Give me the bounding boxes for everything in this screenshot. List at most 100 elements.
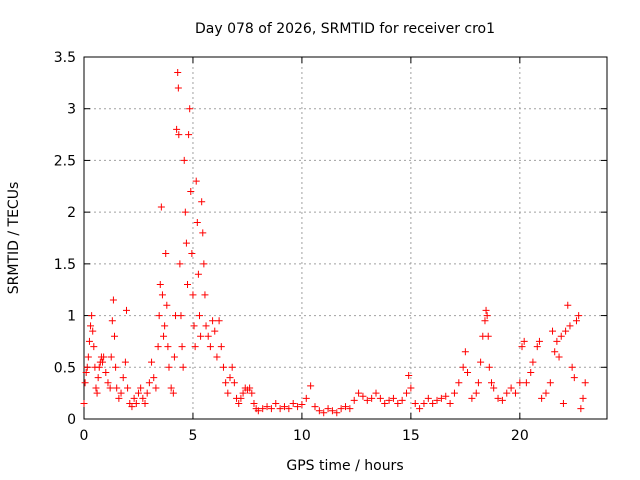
data-point (254, 407, 262, 415)
data-point (193, 218, 201, 226)
data-point (394, 399, 402, 407)
data-point (184, 281, 192, 289)
data-point (289, 399, 297, 407)
y-tick-label: 3.5 (54, 50, 76, 66)
data-point (186, 105, 194, 113)
data-point (559, 399, 567, 407)
data-point (201, 291, 209, 299)
data-point (333, 409, 341, 417)
data-point (156, 281, 164, 289)
data-point (106, 384, 114, 392)
data-point (483, 312, 491, 320)
data-point (154, 343, 162, 351)
data-point (199, 229, 207, 237)
data-point (474, 379, 482, 387)
data-point (403, 389, 411, 397)
data-point (342, 403, 349, 411)
data-point (328, 407, 336, 415)
data-point (464, 368, 472, 376)
y-tick-label: 3 (67, 102, 76, 118)
data-point (568, 363, 576, 371)
data-point (385, 396, 393, 404)
data-point (215, 317, 223, 325)
y-tick-label: 2 (67, 205, 76, 221)
data-point (202, 322, 210, 330)
data-point (416, 405, 424, 413)
data-point (533, 343, 541, 351)
data-point (407, 384, 415, 392)
data-point (555, 353, 563, 361)
data-point (420, 399, 428, 407)
data-point (235, 399, 243, 407)
data-point (579, 394, 587, 402)
data-point (182, 239, 190, 247)
data-point (93, 389, 101, 397)
data-point (157, 203, 165, 211)
data-point (230, 379, 238, 387)
data-point (198, 198, 206, 206)
data-point (108, 317, 116, 325)
data-point (259, 405, 267, 413)
data-point (134, 389, 142, 397)
data-point (405, 372, 413, 380)
data-point (139, 394, 147, 402)
data-point (188, 250, 196, 258)
data-point (498, 396, 506, 404)
data-point (128, 403, 136, 411)
data-point (83, 363, 91, 371)
data-point (477, 358, 485, 366)
data-point (272, 399, 280, 407)
data-point (209, 317, 217, 325)
data-point (511, 389, 519, 397)
data-point (191, 343, 199, 351)
series-srmtid (80, 69, 589, 417)
data-point (174, 69, 182, 77)
data-point (381, 399, 389, 407)
data-point (200, 260, 208, 268)
data-point (107, 353, 115, 361)
data-point (503, 389, 511, 397)
data-point (226, 374, 234, 382)
data-point (178, 343, 186, 351)
data-point (520, 337, 528, 345)
data-point (307, 382, 315, 390)
data-point (298, 401, 306, 409)
data-point (84, 353, 92, 361)
x-tick-label: 5 (188, 428, 197, 444)
data-point (529, 358, 537, 366)
data-point (542, 389, 550, 397)
data-point (122, 306, 130, 314)
data-point (494, 394, 502, 402)
data-point (446, 399, 454, 407)
x-tick-label: 15 (402, 428, 420, 444)
data-point (389, 394, 397, 402)
grid-layer (84, 57, 607, 419)
data-point (95, 363, 103, 371)
data-point (372, 389, 380, 397)
data-point (82, 368, 90, 376)
data-point (535, 337, 543, 345)
data-point (141, 399, 149, 407)
data-point (355, 389, 363, 397)
data-point (85, 337, 93, 345)
data-point (117, 389, 125, 397)
data-point (538, 394, 546, 402)
data-point (179, 363, 187, 371)
data-point (359, 392, 367, 400)
data-point (92, 384, 100, 392)
data-point (132, 399, 140, 407)
data-point (363, 396, 371, 404)
data-point (206, 343, 214, 351)
data-point (346, 405, 354, 413)
data-point (424, 394, 432, 402)
data-point (311, 403, 319, 411)
data-point (484, 332, 492, 340)
x-axis-title: GPS time / hours (286, 458, 403, 474)
data-point (518, 343, 526, 351)
data-point (302, 394, 310, 402)
data-point (481, 317, 489, 325)
data-point (222, 379, 230, 387)
data-point (213, 353, 221, 361)
data-point (485, 363, 493, 371)
data-point (472, 389, 480, 397)
